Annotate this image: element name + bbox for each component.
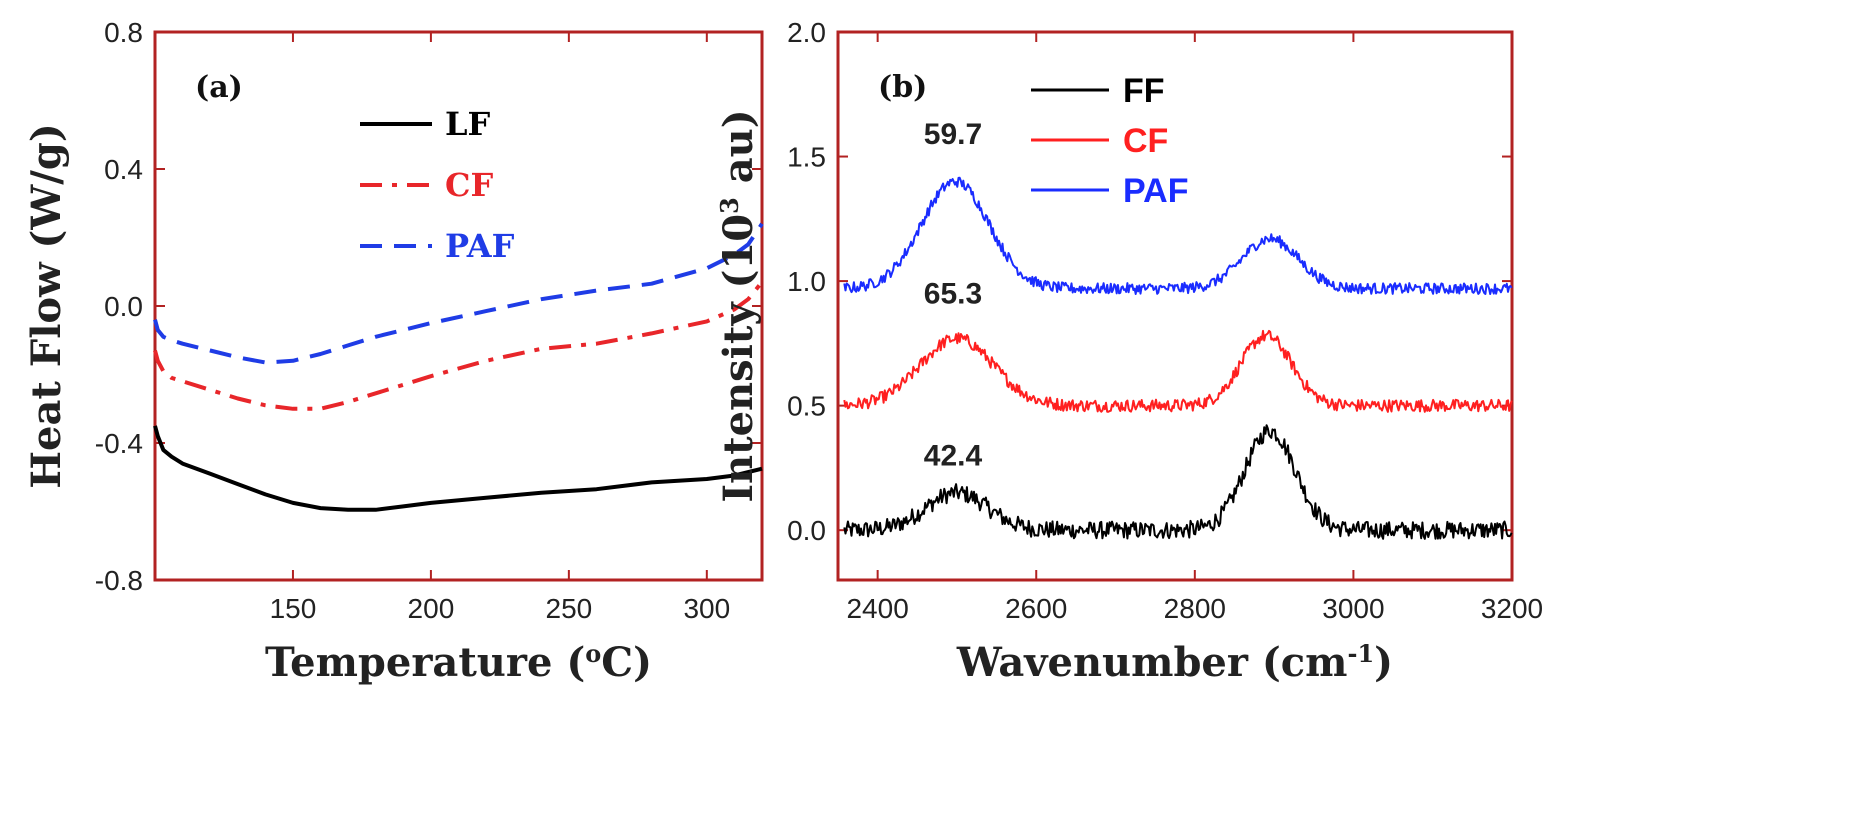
panel-b-ticks: 2400 2600 2800 3000 3200 0.0 0.5 1.0 1.5 2.0 [787,17,1543,624]
panel-a-x-axis-title-sup: o [585,639,601,668]
panel-b-legend: FF CF PAF [1031,72,1188,210]
panel-a-series-paf-line [153,222,764,365]
panel-a-series-lf-line [153,425,763,512]
panel-a-ticks: 150 200 250 300 -0.8 -0.4 0.0 0.4 0.8 [95,17,762,624]
a-x-tick-label-1: 200 [408,593,455,624]
panel-a-series [153,222,764,512]
panel-a-legend: LF CF PAF [360,105,515,265]
panel-b-y-axis-title: Intensity (103 au) [715,109,763,502]
panel-b-annotations: 59.7 65.3 42.4 [924,118,983,472]
panel-a-legend-label-cf: CF [445,166,493,204]
panel-b-series-cf-line [843,329,1513,413]
panel-a-label: (a) [195,70,243,105]
a-x-tick-label-0: 150 [270,593,317,624]
panel-a-x-axis-title: Temperature (oC) [265,639,652,687]
b-y-tick-label-4: 2.0 [787,17,826,48]
a-x-tick-label-3: 300 [683,593,730,624]
panel-b-series [843,176,1513,540]
panel-b-x-axis-title-sup: -1 [1347,639,1374,668]
panel-a-y-axis-title: Heat Flow (W/g) [23,123,70,489]
b-x-tick-label-4: 3200 [1481,593,1543,624]
panel-a-series-cf-line [153,280,764,411]
panel-b-label: (b) [878,70,927,105]
panel-b-x-axis-title-main: Wavenumber (cm [956,639,1348,686]
panel-b-legend-label-cf: CF [1123,122,1168,160]
panel-a: 150 200 250 300 -0.8 -0.4 0.0 0.4 0.8 (a) LF CF PA… [23,17,764,687]
panel-b-y-axis-title-main: Intensity (10 [715,214,762,503]
a-y-tick-label-0: -0.8 [95,565,143,596]
panel-a-legend-label-paf: PAF [445,227,515,265]
panel-b-y-axis-title-end: au) [715,109,762,197]
b-x-tick-label-2: 2800 [1164,593,1226,624]
panel-b-legend-label-ff: FF [1123,72,1165,110]
b-y-tick-label-3: 1.5 [787,142,826,173]
panel-a-legend-label-lf: LF [445,105,491,143]
panel-b-annotation-0: 59.7 [924,118,982,151]
panel-b: 2400 2600 2800 3000 3200 0.0 0.5 1.0 1.5 2.0 59.7… [715,17,1544,686]
panel-b-annotation-2: 42.4 [924,439,983,472]
b-y-tick-label-2: 1.0 [787,266,826,297]
b-x-tick-label-1: 2600 [1005,593,1067,624]
a-y-tick-label-1: -0.4 [95,428,143,459]
panel-b-x-axis-title: Wavenumber (cm-1) [956,639,1393,687]
panel-b-series-paf-line [843,176,1513,295]
b-y-tick-label-0: 0.0 [787,515,826,546]
a-x-tick-label-2: 250 [546,593,593,624]
panel-b-y-axis-title-sup: 3 [715,197,744,214]
b-y-tick-label-1: 0.5 [787,391,826,422]
panel-b-annotation-1: 65.3 [924,278,982,311]
b-x-tick-label-0: 2400 [846,593,908,624]
panel-b-x-axis-title-end: ) [1374,639,1393,686]
panel-b-series-ff-line [843,424,1513,540]
a-y-tick-label-2: 0.0 [104,291,143,322]
panel-b-plot-frame [836,30,1514,582]
panel-b-legend-label-paf: PAF [1123,172,1188,210]
a-y-tick-label-4: 0.8 [104,17,143,48]
a-y-tick-label-3: 0.4 [104,154,143,185]
panel-a-x-axis-title-end: C) [601,639,652,686]
panel-a-x-axis-title-main: Temperature ( [265,639,585,686]
b-x-tick-label-3: 3000 [1322,593,1384,624]
